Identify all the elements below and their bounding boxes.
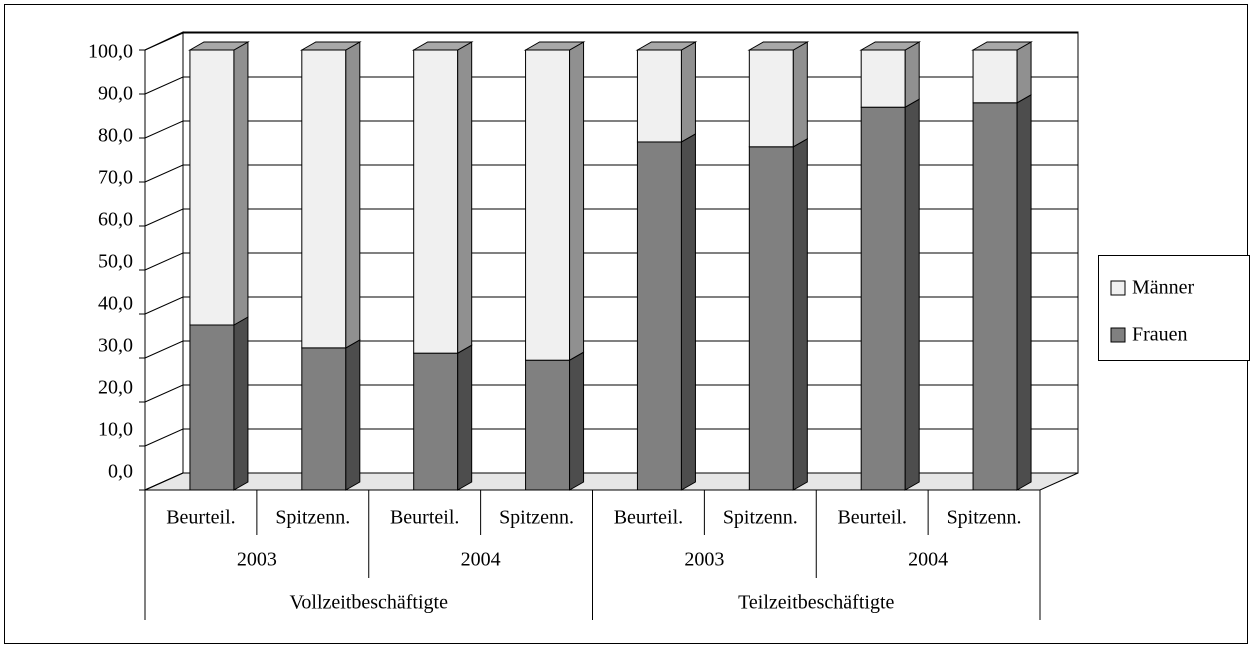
bar-top (635, 41, 698, 51)
bar-side (345, 339, 361, 491)
x-tick-label: Beurteil. (837, 507, 906, 529)
y-tick-label: 30,0 (98, 335, 133, 357)
x-group-label: 2004 (461, 549, 501, 571)
bar-front (189, 324, 235, 491)
x-tick-label: Beurteil. (614, 507, 683, 529)
y-tick-label: 20,0 (98, 377, 133, 399)
legend-swatch (1110, 280, 1126, 296)
bar-front (189, 49, 235, 326)
legend-label: Männer (1132, 277, 1195, 299)
y-tick-label: 60,0 (98, 209, 133, 231)
x-supergroup-label: Teilzeitbeschäftigte (738, 592, 894, 614)
x-tick-label: Spitzenn. (723, 507, 798, 529)
bar-front (413, 352, 459, 491)
bar-front (525, 359, 571, 491)
x-tick-label: Beurteil. (390, 507, 459, 529)
bar-front (860, 106, 906, 491)
bar-side (792, 137, 808, 491)
bar-side (792, 41, 808, 148)
bar-side (569, 351, 585, 491)
y-tick-label: 50,0 (98, 251, 133, 273)
bar-side (1016, 41, 1032, 104)
bar-side (345, 41, 361, 349)
legend (1098, 255, 1250, 361)
y-tick-label: 100,0 (88, 41, 133, 63)
bar-side (680, 41, 696, 143)
bar-side (1016, 93, 1032, 491)
bar-front (636, 141, 682, 491)
x-tick-label: Spitzenn. (499, 507, 574, 529)
floor (144, 472, 1079, 491)
bar-side (457, 41, 473, 355)
y-tick-label: 0,0 (108, 461, 133, 483)
legend-swatch (1110, 327, 1126, 343)
legend-label: Frauen (1132, 324, 1188, 346)
bar-side (680, 133, 696, 491)
bar-top (971, 41, 1033, 51)
bar-front (525, 49, 571, 361)
bar-front (860, 49, 906, 108)
bar-side (569, 41, 585, 362)
x-group-label: 2004 (908, 549, 948, 571)
bar-front (972, 49, 1018, 104)
bar-front (748, 146, 794, 491)
bar-side (233, 41, 249, 326)
x-tick-label: Beurteil. (166, 507, 235, 529)
y-tick-label: 10,0 (98, 419, 133, 441)
x-supergroup-label: Vollzeitbeschäftigte (290, 592, 449, 614)
bar-top (859, 41, 922, 51)
bar-top (747, 41, 810, 51)
bar-front (301, 49, 347, 349)
bar-front (636, 49, 682, 143)
bar-top (523, 41, 586, 51)
bar-front (301, 347, 347, 491)
bar-front (748, 49, 794, 148)
bar-top (299, 41, 362, 51)
bar-top (188, 41, 250, 51)
grid-line (144, 32, 1078, 51)
bar-top (411, 41, 474, 51)
bar-front (972, 102, 1018, 491)
x-tick-label: Spitzenn. (947, 507, 1022, 529)
x-group-label: 2003 (237, 549, 277, 571)
x-group-label: 2003 (684, 549, 724, 571)
bar-side (233, 316, 249, 491)
bar-front (413, 49, 459, 354)
y-tick-label: 40,0 (98, 293, 133, 315)
x-tick-label: Spitzenn. (275, 507, 350, 529)
bar-side (904, 98, 920, 491)
bar-side (457, 344, 473, 491)
y-tick-label: 70,0 (98, 167, 133, 189)
y-tick-label: 80,0 (98, 125, 133, 147)
bar-side (904, 41, 920, 109)
y-tick-label: 90,0 (98, 83, 133, 105)
